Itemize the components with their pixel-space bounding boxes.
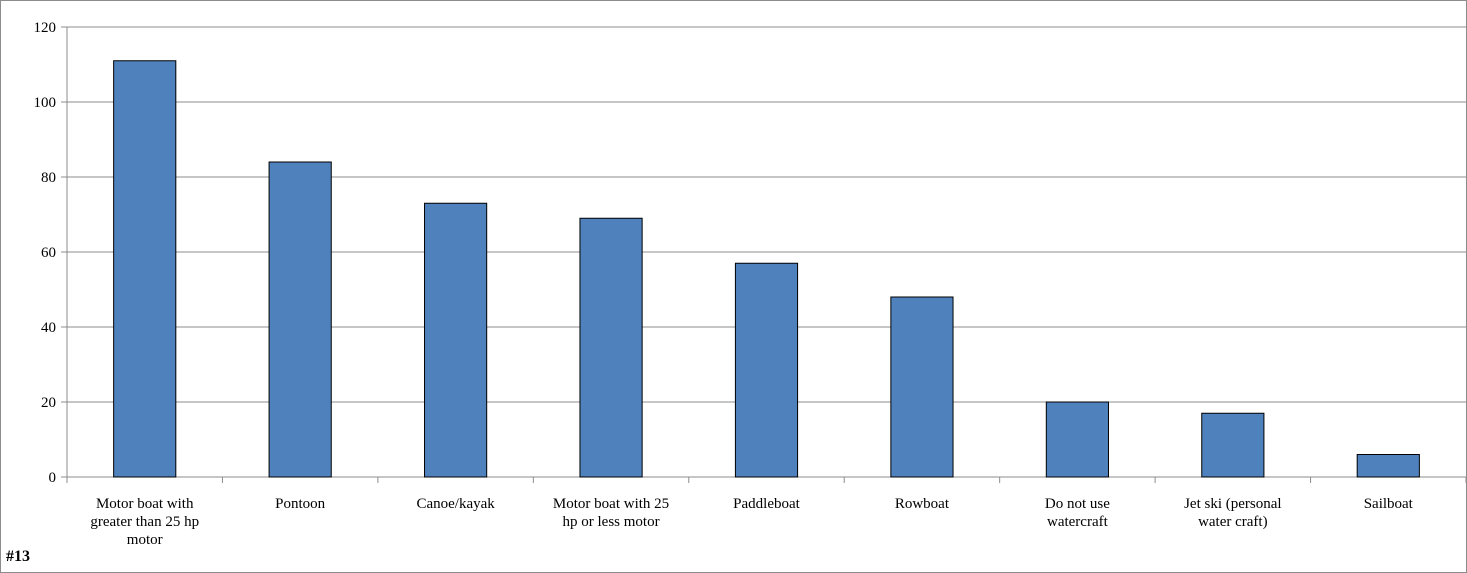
bar: [113, 60, 177, 478]
y-tick-label: 0: [49, 470, 57, 486]
x-category-label-line: Canoe/kayak: [416, 496, 495, 512]
x-category-label-line: watercraft: [1047, 514, 1109, 530]
x-category-label-line: Rowboat: [895, 496, 950, 512]
x-category-label: Sailboat: [1364, 496, 1414, 512]
bar: [890, 296, 954, 478]
bar: [1045, 401, 1109, 478]
x-category-label: Canoe/kayak: [416, 496, 495, 512]
bar: [1201, 412, 1265, 478]
y-tick-label: 60: [41, 245, 56, 261]
y-tick-label: 120: [34, 20, 57, 36]
x-category-label-line: Pontoon: [275, 496, 326, 512]
x-category-label-line: greater than 25 hp: [90, 514, 199, 530]
bar: [268, 161, 332, 478]
x-category-label: Do not use watercraft: [1045, 496, 1110, 530]
y-tick-label: 80: [41, 170, 56, 186]
x-category-label-line: Do not use: [1045, 496, 1110, 512]
x-category-label-line: water craft): [1198, 514, 1268, 530]
x-category-label: Paddleboat: [733, 496, 800, 512]
x-category-label: Rowboat: [895, 496, 950, 512]
figure-tag: #13: [6, 548, 30, 565]
y-tick-label: 40: [41, 320, 56, 336]
bar: [1356, 454, 1420, 478]
x-category-label-line: motor: [127, 532, 163, 548]
x-category-label-line: hp or less motor: [563, 514, 660, 530]
x-category-label: Motor boat with 25 hp or less motor: [553, 496, 669, 530]
y-tick-label: 20: [41, 395, 56, 411]
x-category-label-line: Sailboat: [1364, 496, 1414, 512]
x-category-label: Pontoon: [275, 496, 326, 512]
bar: [734, 262, 799, 478]
x-category-label-line: Motor boat with 25: [553, 496, 669, 512]
bar: [424, 202, 488, 478]
x-category-label: Jet ski (personal water craft): [1184, 496, 1281, 530]
x-category-label: Motor boat with greater than 25 hp motor: [90, 496, 199, 548]
x-category-label-line: Jet ski (personal: [1184, 496, 1281, 512]
x-category-label-line: Paddleboat: [733, 496, 800, 512]
x-category-label-line: Motor boat with: [96, 496, 194, 512]
bar: [579, 217, 643, 478]
y-tick-label: 100: [34, 95, 57, 111]
